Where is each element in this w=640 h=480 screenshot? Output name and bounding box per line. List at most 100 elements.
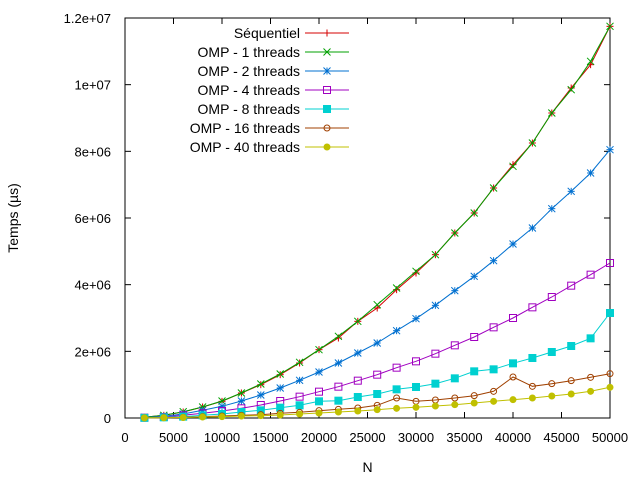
data-point — [373, 300, 382, 309]
data-point — [237, 389, 246, 397]
data-point — [334, 359, 343, 367]
data-point — [296, 410, 304, 418]
x-tick-label: 30000 — [398, 430, 434, 445]
data-point — [547, 204, 556, 213]
series-7 — [140, 383, 614, 422]
data-point — [451, 401, 459, 409]
x-tick-label: 45000 — [543, 430, 579, 445]
series-group — [140, 22, 614, 422]
legend-label: OMP - 40 threads — [190, 139, 300, 155]
data-point — [373, 390, 382, 398]
data-point — [354, 407, 362, 415]
legend-marker — [323, 124, 331, 132]
data-point — [490, 397, 498, 405]
data-point — [490, 387, 498, 395]
data-point — [586, 57, 595, 66]
data-point — [489, 184, 498, 192]
data-point — [509, 359, 517, 368]
data-point — [373, 304, 381, 312]
legend-item: OMP - 8 threads — [198, 101, 349, 117]
data-point — [431, 349, 440, 358]
legend-item: OMP - 2 threads — [198, 63, 349, 79]
y-tick-label: 0 — [104, 411, 111, 426]
data-point — [160, 414, 168, 422]
data-point — [315, 387, 323, 396]
x-tick-label: 10000 — [204, 430, 240, 445]
data-point — [373, 339, 382, 347]
x-tick-label: 25000 — [349, 430, 385, 445]
data-point — [393, 394, 401, 402]
data-point — [528, 382, 536, 390]
y-tick-label: 1.2e+07 — [64, 11, 111, 26]
series-3 — [140, 145, 614, 422]
data-point — [199, 413, 207, 421]
data-point — [567, 85, 576, 94]
data-point — [295, 401, 304, 410]
data-point — [586, 334, 595, 343]
data-point — [431, 379, 440, 388]
data-point — [315, 368, 323, 376]
data-point — [295, 392, 304, 401]
data-point — [450, 229, 459, 237]
data-point — [606, 309, 614, 317]
legend-marker — [323, 143, 331, 151]
data-point — [509, 162, 517, 171]
y-tick-label: 8e+06 — [74, 144, 111, 159]
data-point — [606, 22, 614, 31]
data-point — [315, 409, 323, 417]
data-point — [509, 373, 517, 381]
data-point — [587, 387, 595, 395]
data-point — [509, 314, 517, 322]
data-point — [353, 349, 362, 357]
data-point — [218, 402, 226, 411]
y-tick-label: 4e+06 — [74, 278, 111, 293]
data-point — [528, 224, 537, 232]
x-tick-label: 20000 — [301, 430, 337, 445]
tick-labels: 0 5000 10000 15000 20000 25000 30000 35000 40000… — [64, 11, 628, 445]
data-point — [528, 303, 537, 312]
data-point — [606, 259, 614, 267]
data-point — [334, 332, 343, 341]
data-point — [373, 370, 382, 379]
data-point — [606, 145, 614, 154]
legend-marker — [323, 48, 331, 56]
data-point — [567, 390, 575, 398]
data-point — [547, 109, 556, 117]
data-point — [528, 394, 536, 402]
legend-item: OMP - 4 threads — [198, 82, 349, 98]
legend-label: OMP - 8 threads — [198, 101, 300, 117]
data-point — [393, 404, 401, 412]
legend-marker — [323, 29, 331, 37]
data-point — [334, 396, 343, 405]
x-tick-label: 0 — [121, 430, 128, 445]
data-point — [567, 377, 575, 385]
data-point — [509, 396, 517, 404]
legend-item: Séquentiel — [234, 25, 349, 41]
legend-marker — [323, 67, 331, 75]
data-point — [489, 256, 498, 265]
data-point — [295, 358, 304, 367]
data-point — [567, 342, 576, 350]
data-point — [412, 403, 420, 411]
data-point — [489, 323, 498, 332]
data-point — [392, 284, 401, 292]
data-point — [431, 301, 440, 310]
y-tick-label: 2e+06 — [74, 344, 111, 359]
x-tick-label: 15000 — [252, 430, 288, 445]
data-point — [470, 333, 479, 341]
legend-item: OMP - 16 threads — [190, 120, 349, 136]
data-point — [237, 412, 245, 420]
data-point — [315, 397, 323, 406]
data-point — [392, 326, 401, 335]
legend-item: OMP - 1 threads — [198, 44, 349, 60]
data-point — [412, 383, 420, 391]
y-tick-label: 6e+06 — [74, 211, 111, 226]
data-point — [528, 354, 537, 362]
data-point — [547, 348, 556, 356]
legend-marker — [323, 105, 331, 113]
y-axis-label: Temps (µs) — [5, 183, 21, 253]
axes — [124, 17, 611, 419]
legend-item: OMP - 40 threads — [190, 139, 349, 155]
x-tick-label: 35000 — [446, 430, 482, 445]
data-point — [140, 414, 148, 422]
